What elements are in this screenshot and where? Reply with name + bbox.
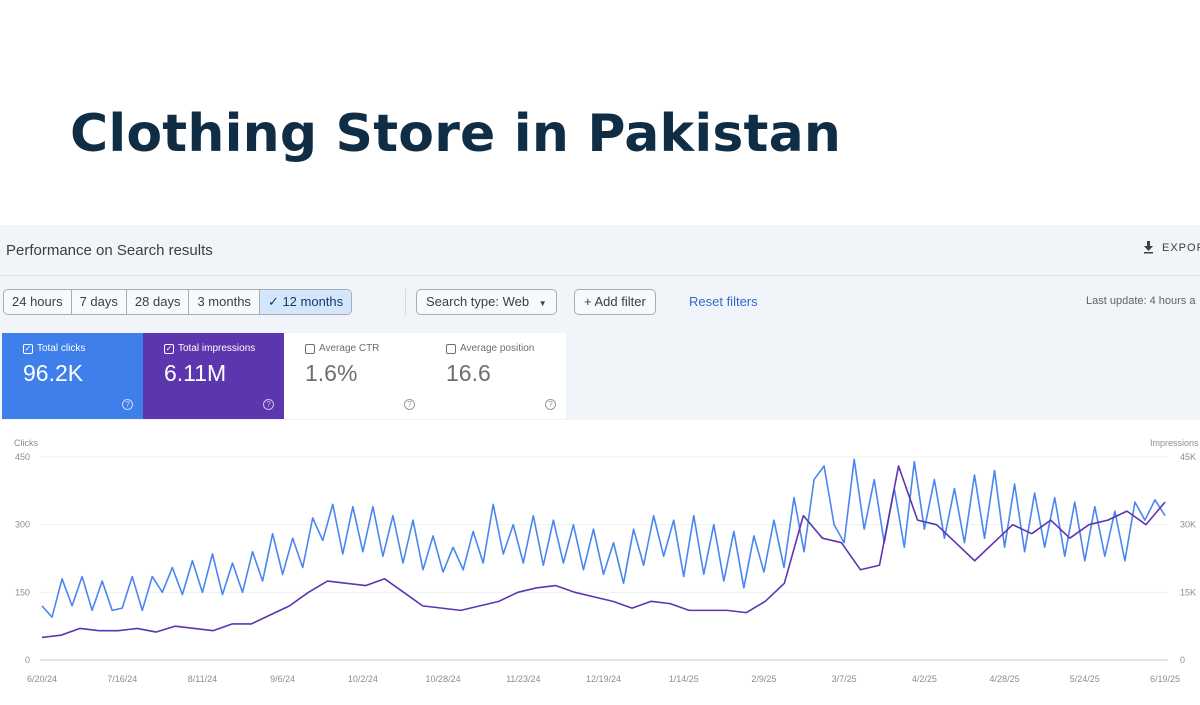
- divider: [0, 275, 1200, 276]
- performance-chart: Clicks Impressions 0 0 150 15K 300 30K 450 45K 6…: [0, 420, 1200, 700]
- metric-card-average-position[interactable]: Average position 16.6 ?: [425, 333, 566, 419]
- x-tick-label: 4/2/25: [912, 674, 937, 684]
- last-update-text: Last update: 4 hours a: [1086, 295, 1196, 307]
- x-tick-label: 4/28/25: [990, 674, 1020, 684]
- search-type-label: Search type: Web: [426, 294, 530, 309]
- page-title: Clothing Store in Pakistan: [70, 104, 842, 164]
- checkbox-unchecked-icon[interactable]: [446, 343, 456, 354]
- x-tick-label: 10/28/24: [426, 674, 461, 684]
- metric-label: Average position: [460, 343, 535, 354]
- range-28-days[interactable]: 28 days: [127, 290, 190, 314]
- checkbox-checked-icon[interactable]: ✓: [164, 343, 174, 354]
- metric-value: 1.6%: [305, 360, 358, 386]
- dropdown-arrow-icon: ▼: [538, 299, 547, 308]
- y-left-tick-label: 0: [25, 655, 30, 665]
- y-right-tick-label: 0: [1180, 655, 1185, 665]
- x-tick-label: 3/7/25: [832, 674, 857, 684]
- reset-filters-link[interactable]: Reset filters: [689, 294, 758, 309]
- help-icon[interactable]: ?: [404, 399, 415, 410]
- checkbox-unchecked-icon[interactable]: [305, 343, 315, 354]
- range-24-hours[interactable]: 24 hours: [4, 290, 72, 314]
- metric-card-average-ctr[interactable]: Average CTR 1.6% ?: [284, 333, 425, 419]
- metric-card-total-clicks[interactable]: ✓ Total clicks 96.2K ?: [2, 333, 143, 419]
- y-left-axis-label: Clicks: [14, 438, 38, 448]
- download-icon: [1144, 241, 1153, 254]
- metric-value: 16.6: [446, 360, 491, 386]
- metric-value: 6.11M: [164, 360, 227, 386]
- y-left-tick-label: 150: [15, 587, 30, 597]
- divider: [405, 289, 406, 315]
- add-filter-button[interactable]: + Add filter: [574, 289, 656, 315]
- x-tick-label: 11/23/24: [506, 674, 540, 684]
- y-left-tick-label: 450: [15, 452, 30, 462]
- line-chart: Clicks Impressions 0 0 150 15K 300 30K 450 45K 6…: [14, 438, 1199, 684]
- series-line-impressions: [41, 465, 1166, 639]
- x-tick-label: 5/24/25: [1070, 674, 1100, 684]
- range-7-days[interactable]: 7 days: [72, 290, 127, 314]
- metric-value: 96.2K: [23, 360, 84, 386]
- checkbox-checked-icon[interactable]: ✓: [23, 343, 33, 354]
- x-tick-label: 10/2/24: [348, 674, 378, 684]
- x-tick-label: 6/20/24: [27, 674, 57, 684]
- metric-label: Total impressions: [178, 343, 256, 354]
- y-right-tick-label: 15K: [1180, 587, 1196, 597]
- x-tick-label: 8/11/24: [188, 674, 217, 684]
- y-right-tick-label: 45K: [1180, 452, 1196, 462]
- range-12-months[interactable]: ✓ 12 months: [259, 290, 352, 314]
- search-type-dropdown[interactable]: Search type: Web ▼: [416, 289, 557, 315]
- y-right-axis-label: Impressions: [1150, 438, 1199, 448]
- metric-card-total-impressions[interactable]: ✓ Total impressions 6.11M ?: [143, 333, 284, 419]
- x-tick-label: 9/6/24: [270, 674, 295, 684]
- x-tick-label: 12/19/24: [586, 674, 621, 684]
- date-range-selector: 24 hours 7 days 28 days 3 months ✓ 12 mo…: [3, 289, 353, 315]
- help-icon[interactable]: ?: [122, 399, 133, 410]
- x-tick-label: 7/16/24: [107, 674, 137, 684]
- x-tick-label: 6/19/25: [1150, 674, 1180, 684]
- metric-label: Total clicks: [37, 343, 86, 354]
- metric-label: Average CTR: [319, 343, 380, 354]
- x-tick-label: 2/9/25: [751, 674, 776, 684]
- export-label: EXPOR: [1162, 241, 1200, 254]
- report-title: Performance on Search results: [6, 242, 213, 259]
- export-button[interactable]: EXPOR: [1143, 241, 1200, 254]
- help-icon[interactable]: ?: [263, 399, 274, 410]
- series-line-clicks: [41, 458, 1166, 618]
- y-right-tick-label: 30K: [1180, 520, 1196, 530]
- x-tick-label: 1/14/25: [669, 674, 699, 684]
- range-3-months[interactable]: 3 months: [189, 290, 260, 314]
- y-left-tick-label: 300: [15, 520, 30, 530]
- help-icon[interactable]: ?: [545, 399, 556, 410]
